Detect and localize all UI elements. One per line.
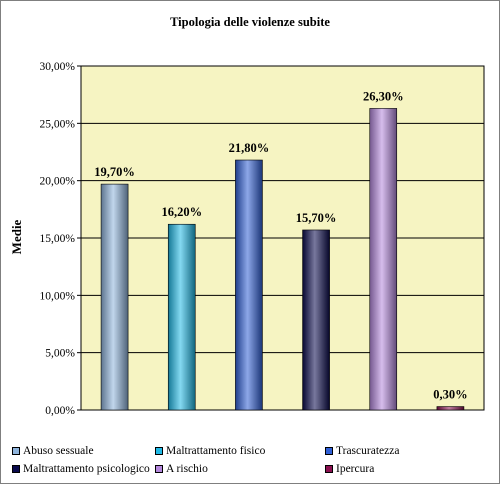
bar-trascuratezza	[235, 159, 263, 411]
y-tick-label: 20,00%	[40, 176, 76, 188]
legend-item: Ipercura	[325, 463, 374, 475]
data-label: 19,70%	[94, 165, 135, 179]
legend-label: A rischio	[166, 463, 208, 475]
y-tick-label: 30,00%	[40, 61, 76, 73]
legend-label: Maltrattamento psicologico	[23, 463, 150, 475]
y-tick-label: 25,00%	[40, 118, 76, 130]
legend-label: Trascuratezza	[336, 445, 400, 457]
bar-a-rischio	[369, 108, 398, 411]
bar-ipercura	[436, 406, 465, 411]
legend-swatch	[325, 465, 333, 473]
legend-item: Maltrattamento psicologico	[12, 463, 150, 475]
legend-label: Ipercura	[336, 463, 375, 475]
data-label: 16,20%	[161, 205, 202, 219]
legend-swatch	[155, 465, 163, 473]
chart-title: Tipologia delle violenze subite	[170, 15, 330, 29]
legend-swatch	[325, 447, 333, 455]
y-tick-label: 5,00%	[45, 348, 75, 360]
legend-label: Maltrattamento fisico	[166, 445, 266, 457]
data-label: 26,30%	[363, 89, 404, 103]
legend-swatch	[12, 447, 20, 455]
bar-maltrattamento-psicologico	[302, 229, 330, 411]
y-tick-label: 10,00%	[40, 290, 76, 302]
data-label: 15,70%	[296, 211, 337, 225]
y-tick-label: 15,00%	[40, 233, 76, 245]
legend-item: Trascuratezza	[325, 445, 399, 457]
data-label: 21,80%	[229, 141, 270, 155]
legend-item: Abuso sessuale	[12, 445, 94, 457]
bar-maltrattamento-fisico	[167, 223, 196, 411]
legend-swatch	[12, 465, 20, 473]
data-label: 0,30%	[433, 388, 467, 402]
legend-item: A rischio	[155, 463, 208, 475]
bar-abuso-sessuale	[100, 183, 129, 411]
legend-swatch	[155, 447, 163, 455]
legend-label: Abuso sessuale	[23, 445, 94, 457]
y-tick-label: 0,00%	[45, 405, 75, 417]
legend-item: Maltrattamento fisico	[155, 445, 265, 457]
